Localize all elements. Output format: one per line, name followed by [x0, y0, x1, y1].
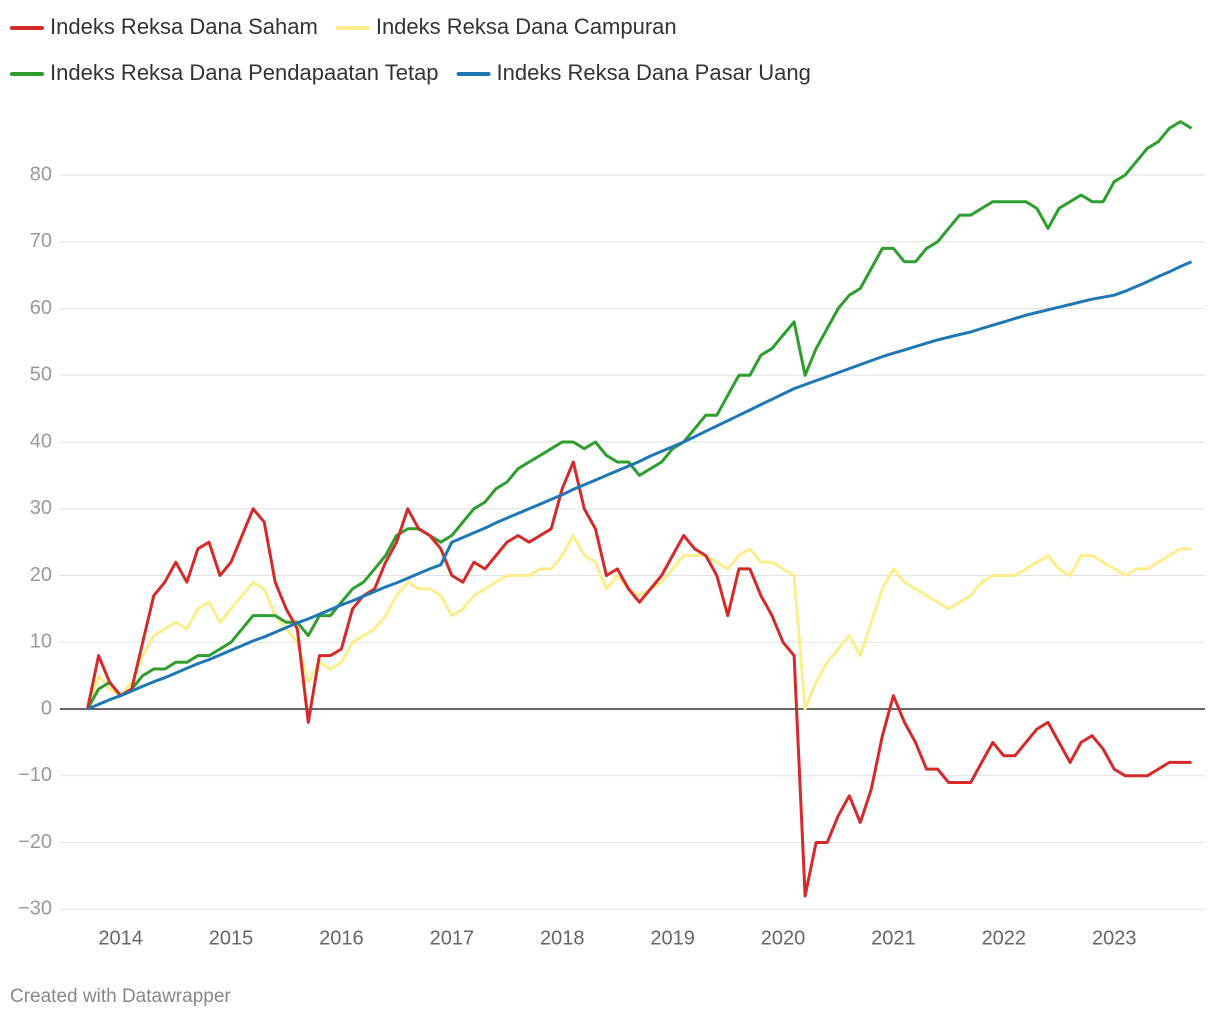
y-tick-label: 0: [41, 697, 52, 719]
y-tick-label: 70: [30, 230, 52, 252]
x-tick-label: 2021: [871, 927, 916, 949]
x-tick-label: 2022: [982, 927, 1027, 949]
legend-label: Indeks Reksa Dana Saham: [50, 14, 318, 39]
x-tick-label: 2020: [761, 927, 806, 949]
y-tick-label: 50: [30, 364, 52, 386]
y-tick-label: −30: [18, 898, 52, 920]
legend-label: Indeks Reksa Dana Campuran: [376, 14, 677, 39]
y-tick-label: 20: [30, 564, 52, 586]
x-tick-label: 2014: [98, 927, 143, 949]
y-tick-label: 80: [30, 163, 52, 185]
series-line: [86, 120, 1193, 710]
x-tick-label: 2016: [319, 927, 364, 949]
x-tick-label: 2018: [540, 927, 585, 949]
series-line: [86, 460, 1192, 898]
x-tick-label: 2019: [650, 927, 695, 949]
x-tick-label: 2023: [1092, 927, 1137, 949]
y-tick-label: 10: [30, 631, 52, 653]
series-line: [86, 534, 1192, 711]
legend-label: Indeks Reksa Dana Pasar Uang: [497, 60, 811, 85]
x-tick-label: 2017: [430, 927, 475, 949]
x-tick-label: 2015: [209, 927, 254, 949]
y-tick-label: −10: [18, 764, 52, 786]
y-tick-label: 30: [30, 497, 52, 519]
y-tick-label: −20: [18, 831, 52, 853]
footer: Created with Datawrapper: [10, 986, 231, 1007]
series-line: [86, 260, 1193, 711]
y-tick-label: 40: [30, 430, 52, 452]
legend-label: Indeks Reksa Dana Pendapaatan Tetap: [50, 60, 439, 85]
y-tick-label: 60: [30, 297, 52, 319]
